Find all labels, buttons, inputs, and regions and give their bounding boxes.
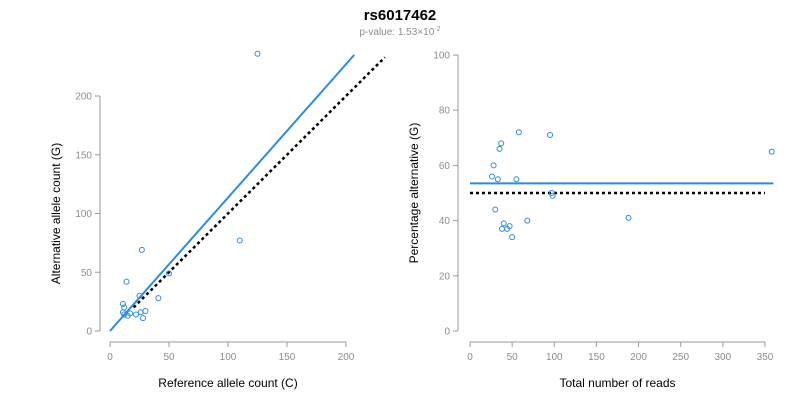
p-value-subtitle: p-value: 1.53×10-2 xyxy=(359,26,440,38)
data-point xyxy=(142,308,149,315)
x-tick-label: 350 xyxy=(757,352,774,363)
fit-line xyxy=(109,54,356,332)
data-point xyxy=(549,192,556,199)
x-tick-label: 0 xyxy=(107,352,113,363)
data-point xyxy=(625,214,632,221)
x-tick-label: 150 xyxy=(279,352,296,363)
y-tick-label: 40 xyxy=(439,216,451,227)
x-tick-label: 50 xyxy=(163,352,175,363)
data-point xyxy=(515,129,522,136)
data-point xyxy=(498,140,505,147)
y-tick-label: 150 xyxy=(75,150,92,161)
data-point xyxy=(138,246,145,253)
y-tick-label: 50 xyxy=(81,268,93,279)
data-point xyxy=(166,270,172,277)
x-tick-label: 100 xyxy=(220,352,237,363)
data-point xyxy=(496,145,503,152)
y-tick-label: 0 xyxy=(444,327,450,338)
x-tick-label: 250 xyxy=(672,352,689,363)
expected-line xyxy=(132,56,386,309)
data-point xyxy=(500,220,507,227)
data-point xyxy=(127,310,134,317)
x-axis-label: Reference allele count (C) xyxy=(158,376,297,390)
data-point xyxy=(140,315,147,322)
data-point xyxy=(490,162,497,169)
y-tick-label: 100 xyxy=(75,209,92,220)
data-point xyxy=(547,132,554,139)
data-point xyxy=(768,148,775,155)
x-tick-label: 50 xyxy=(507,352,519,363)
x-tick-label: 100 xyxy=(546,352,563,363)
y-axis-label: Alternative allele count (G) xyxy=(49,143,63,284)
data-point xyxy=(155,295,162,302)
data-point xyxy=(137,309,144,316)
data-point xyxy=(524,217,531,224)
y-axis-label: Percentage alternative (G) xyxy=(407,123,421,264)
y-tick-label: 60 xyxy=(439,161,451,172)
data-point xyxy=(513,176,520,183)
x-tick-label: 200 xyxy=(338,352,355,363)
x-tick-label: 300 xyxy=(715,352,732,363)
chart-title: rs6017462 xyxy=(364,7,437,24)
x-tick-label: 200 xyxy=(630,352,647,363)
x-tick-label: 150 xyxy=(588,352,605,363)
data-point xyxy=(123,278,130,285)
y-tick-label: 80 xyxy=(439,106,451,117)
data-point xyxy=(506,223,513,230)
y-tick-label: 0 xyxy=(86,327,92,338)
y-tick-label: 200 xyxy=(75,92,92,103)
y-tick-label: 100 xyxy=(433,51,450,62)
data-point xyxy=(492,206,499,213)
data-point xyxy=(494,176,501,183)
data-point xyxy=(132,311,139,318)
x-tick-label: 0 xyxy=(467,352,473,363)
x-axis-label: Total number of reads xyxy=(559,376,675,390)
data-point xyxy=(119,309,126,316)
data-point xyxy=(254,50,261,57)
data-point xyxy=(499,225,506,232)
data-point xyxy=(488,173,495,180)
data-point xyxy=(236,237,243,244)
right-scatter-plot: 0 20 40 60 80 100 0 50 100 150 200 250 300 350 Total n… xyxy=(407,51,775,390)
data-point xyxy=(136,292,143,299)
left-scatter-plot: 0 50 100 150 200 0 50 100 150 200 Reference allele… xyxy=(49,50,386,390)
data-point xyxy=(119,300,126,307)
data-point xyxy=(509,234,516,241)
data-point xyxy=(548,190,555,196)
y-tick-label: 20 xyxy=(439,271,451,282)
